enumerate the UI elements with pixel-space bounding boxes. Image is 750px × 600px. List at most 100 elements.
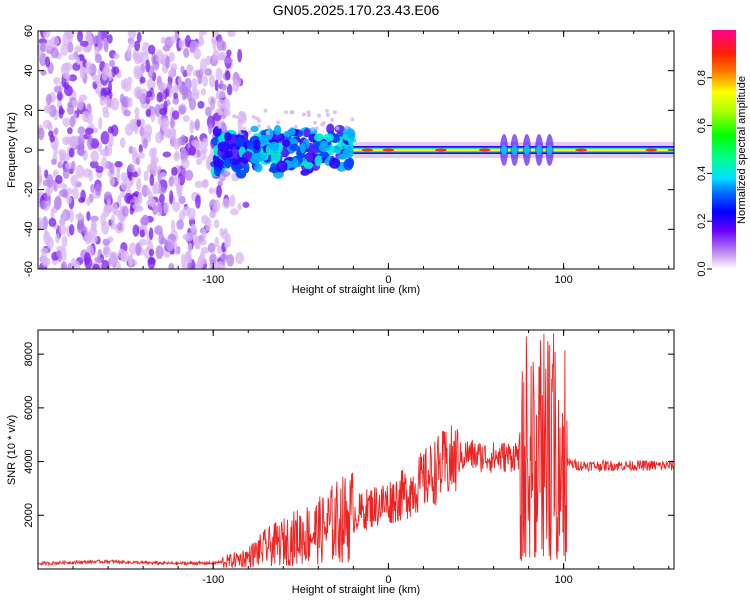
spectrogram-cell <box>108 80 113 94</box>
spectrogram-cell <box>265 130 270 135</box>
spectrogram-cell <box>132 224 140 237</box>
spectrogram-cell <box>83 67 92 74</box>
spectrogram-cell <box>68 209 74 223</box>
spectrogram-cell <box>289 143 300 152</box>
snr-series <box>38 333 674 569</box>
spectrogram-cell <box>134 68 143 77</box>
spectrogram-cell <box>148 44 156 55</box>
spectrogram-cell <box>180 134 186 146</box>
spectrogram-cell <box>38 127 45 141</box>
spectrogram-cell <box>45 93 52 106</box>
spectrogram-cell <box>145 108 152 117</box>
spectrogram-cell <box>344 125 349 130</box>
spectrogram-cell <box>255 116 260 121</box>
spectrogram-cell <box>320 122 325 127</box>
spectrogram-cell <box>68 224 75 236</box>
spectrogram-cell <box>140 76 146 84</box>
spectrogram-cell <box>168 176 174 187</box>
spectrogram-cell <box>38 175 43 187</box>
spectrogram-cell <box>120 181 128 191</box>
spectrogram-cell <box>74 45 83 53</box>
spectrogram-cell <box>153 181 162 195</box>
spectrogram-cell <box>99 149 109 157</box>
spectrogram-cell <box>234 136 245 147</box>
spectrogram-cell <box>210 102 215 111</box>
spectrogram-cell <box>43 105 52 114</box>
spectrogram-cell <box>171 128 177 141</box>
spectrogram-cell <box>167 69 176 78</box>
spectrogram-cell <box>89 160 99 169</box>
spectrogram-cell <box>136 31 142 43</box>
spectrogram-burst <box>501 145 508 155</box>
spectrogram-cell <box>335 126 340 131</box>
spectrogram-cell <box>159 171 167 179</box>
spectrogram-cell <box>60 43 69 56</box>
spectrogram-y-label: Frequency (Hz) <box>6 112 18 188</box>
spectrogram-cell <box>42 31 51 39</box>
spectrogram-cell <box>143 170 149 182</box>
spectrogram-cell <box>314 126 319 131</box>
spectrogram-cell <box>182 233 191 240</box>
spectrogram-cell <box>136 152 145 159</box>
spectrogram-cell <box>189 40 196 54</box>
spectrogram-cell <box>218 51 227 61</box>
spectrogram-cell <box>110 97 120 111</box>
spectrogram-cell <box>178 105 186 115</box>
spectrogram-cell <box>171 110 180 120</box>
spectrogram-cell <box>136 177 142 192</box>
spectrogram-cell <box>219 80 224 89</box>
spectrogram-cell <box>67 42 74 53</box>
spectrogram-cell <box>123 109 131 117</box>
spectrogram-cell <box>235 251 244 265</box>
spectrogram-cell <box>325 113 330 118</box>
spectrogram-cell <box>270 152 281 164</box>
spectrogram-cell <box>62 117 71 127</box>
spectrogram-cell <box>44 169 49 179</box>
spectrogram-cell <box>128 258 135 266</box>
spectrogram-panel: -100 0 100 60 40 20 0 -20 -40 -60 Height of strai… <box>6 25 675 296</box>
spectrogram-cell <box>154 103 161 117</box>
spectrogram-hotspot <box>575 148 588 152</box>
spectrogram-cell <box>57 90 63 101</box>
spectrogram-cell <box>94 256 103 263</box>
snr-plot-area <box>38 330 674 569</box>
spectrogram-cell <box>163 100 168 114</box>
spectrogram-cell <box>168 263 175 269</box>
spectrogram-cell <box>62 168 70 180</box>
spectrogram-cell <box>81 226 88 234</box>
snr-frame <box>37 329 675 570</box>
spectrogram-cell <box>178 195 186 205</box>
spectrogram-cell <box>90 215 99 222</box>
spectrogram-cell <box>142 138 149 149</box>
spectrogram-cell <box>180 158 190 169</box>
spectrogram-cell <box>169 190 174 204</box>
spectrogram-cell <box>38 217 45 229</box>
y-tick-label: 2000 <box>23 503 35 527</box>
spectrogram-cell <box>345 145 353 156</box>
spectrogram-cell <box>58 224 67 235</box>
spectrogram-cell <box>61 183 68 191</box>
spectrogram-cell <box>325 108 330 113</box>
spectrogram-cell <box>200 88 206 96</box>
spectrogram-cell <box>127 163 135 173</box>
spectrogram-burst <box>523 145 530 155</box>
spectrogram-cell <box>121 205 129 218</box>
spectrogram-cell <box>188 146 197 156</box>
spectrogram-cell <box>50 36 60 47</box>
spectrogram-cell <box>217 245 222 254</box>
spectrogram-cell <box>53 77 60 85</box>
spectrogram-cell <box>86 211 91 222</box>
spectrogram-cell <box>150 161 157 172</box>
spectrogram-cell <box>159 193 165 204</box>
y-tick-label: -60 <box>23 261 35 277</box>
spectrogram-cell <box>201 179 209 189</box>
colorbar-tick-label: 0.4 <box>696 166 708 181</box>
spectrogram-cell <box>224 132 232 141</box>
spectrogram-cell <box>77 126 86 135</box>
spectrogram-cell <box>170 63 178 71</box>
spectrogram-cell <box>242 126 247 131</box>
spectrogram-cell <box>301 112 306 117</box>
spectrogram-cell <box>46 236 54 250</box>
spectrogram-cell <box>121 97 127 108</box>
